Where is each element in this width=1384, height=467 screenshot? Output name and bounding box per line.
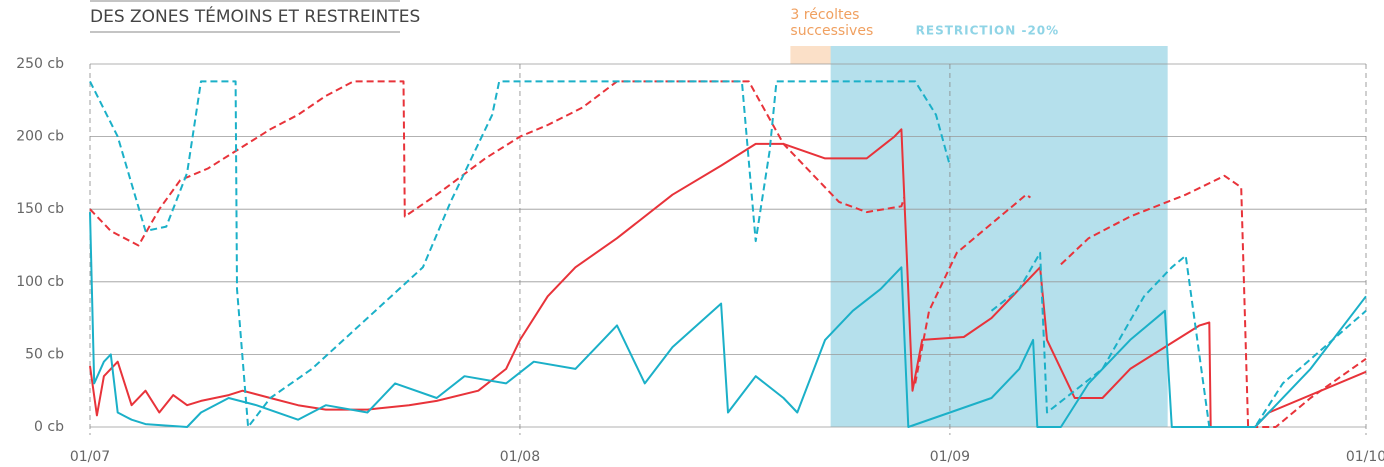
y-tick-label: 200 cb: [16, 129, 64, 145]
x-tick-label: 01/09: [930, 449, 970, 465]
y-tick-label: 0 cb: [34, 419, 64, 435]
annotation-band: [830, 46, 1168, 427]
series-line: [89, 80, 1367, 428]
y-tick-label: 250 cb: [16, 56, 64, 72]
y-tick-label: 100 cb: [16, 274, 64, 290]
y-tick-label: 50 cb: [25, 346, 64, 362]
x-tick-label: 01/07: [70, 449, 110, 465]
chart-title: DES ZONES TÉMOINS ET RESTREINTES: [90, 5, 420, 27]
x-tick-label: 01/10: [1346, 449, 1384, 465]
x-tick-label: 01/08: [500, 449, 540, 465]
series-line: [89, 212, 1367, 428]
annotation-label: successives: [790, 23, 873, 39]
annotation-label: RESTRICTION -20%: [916, 24, 1060, 38]
y-tick-label: 150 cb: [16, 201, 64, 217]
series-line: [89, 80, 1367, 428]
annotation-label: 3 récoltes: [790, 7, 859, 23]
series-line: [89, 128, 1367, 428]
